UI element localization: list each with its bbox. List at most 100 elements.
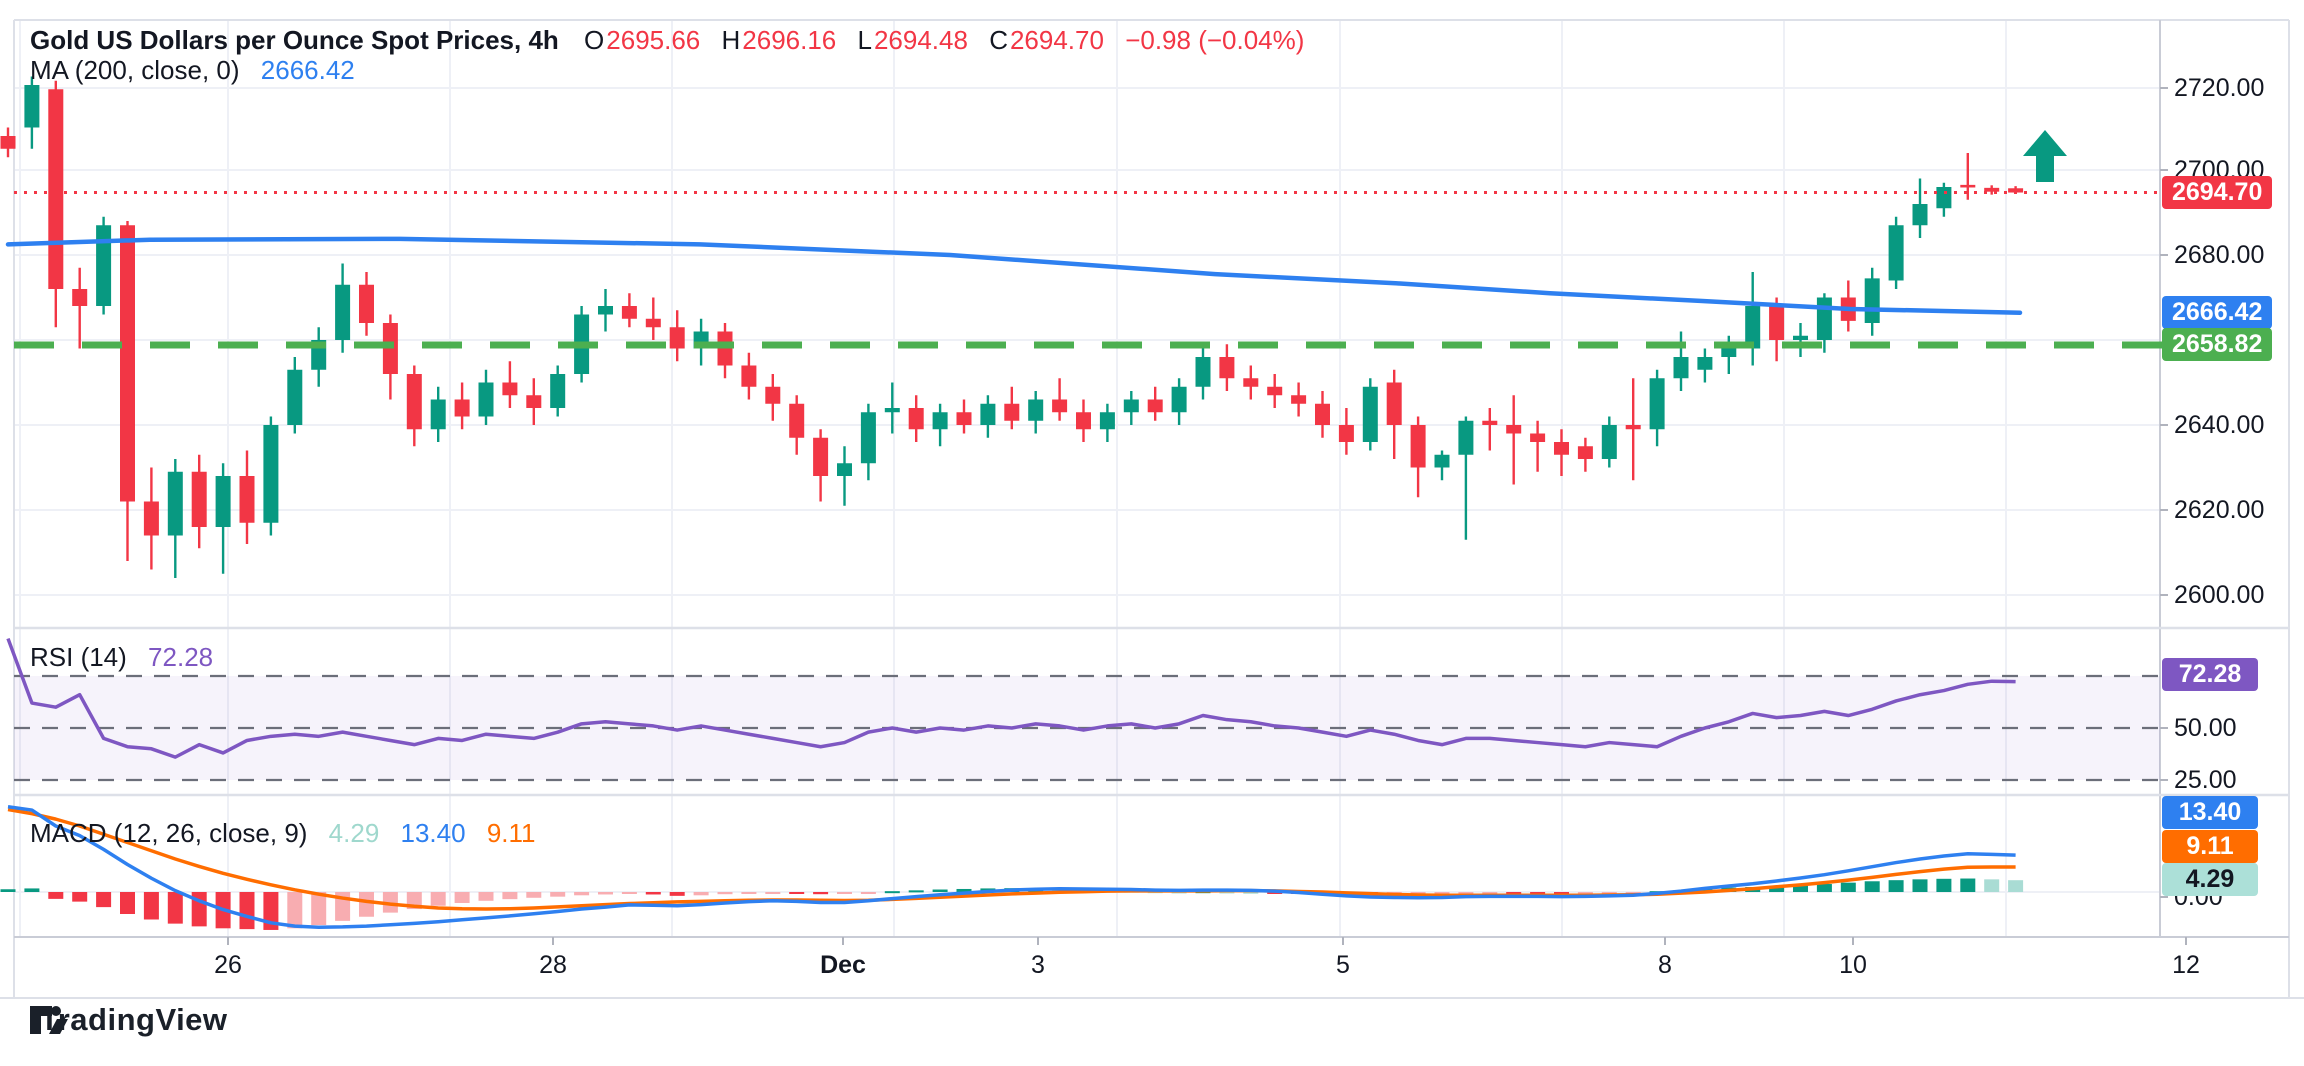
ohlc-open-value: 2695.66 (606, 25, 701, 55)
macd-hist-bar (1554, 892, 1569, 894)
symbol-title[interactable]: Gold US Dollars per Ounce Spot Prices, 4… (30, 25, 559, 55)
candle-body (1506, 425, 1522, 434)
candle-body (1267, 386, 1283, 396)
rsi-legend-label: RSI (14) (30, 642, 127, 672)
candle-body (263, 425, 279, 523)
candle-body (96, 225, 112, 306)
macd-hist-bar (382, 892, 398, 913)
time-axis-label: 10 (1839, 951, 1867, 979)
price-scale-label: 2640.00 (2174, 411, 2265, 439)
price-badge: 72.28 (2162, 658, 2258, 691)
macd-hist-bar (693, 892, 709, 896)
candle-body (1052, 399, 1068, 413)
tradingview-logo-mark (30, 1006, 68, 1034)
macd-hist-bar (1506, 892, 1522, 894)
candle-body (1816, 297, 1832, 340)
ohlc-close-value: 2694.70 (1009, 25, 1104, 55)
candle-body (1004, 403, 1020, 421)
macd-hist-bar (908, 890, 924, 893)
macd-hist-bar (1888, 880, 1904, 892)
candle-body (0, 136, 16, 149)
candle-body (669, 327, 685, 349)
pane-borders (0, 19, 2304, 999)
macd-hist-bar (1530, 892, 1546, 894)
macd-hist-bar (645, 892, 661, 895)
candle-body (167, 471, 183, 536)
macd-hist-bar (1482, 892, 1498, 894)
price-scale-label: 25.00 (2174, 766, 2237, 794)
candle-body (980, 403, 996, 425)
macd-signal-line[interactable] (7, 807, 2016, 911)
macd-hist-bar (1769, 886, 1785, 892)
time-axis-label: 12 (2172, 951, 2200, 979)
candle-body (502, 382, 518, 396)
rsi-legend[interactable]: RSI (14) 72.28 (30, 641, 213, 673)
macd-hist-bar (1434, 892, 1450, 895)
candle-body (884, 408, 900, 413)
candle-body (1028, 399, 1044, 421)
macd-legend[interactable]: MACD (12, 26, close, 9) 4.29 13.40 9.11 (30, 817, 536, 849)
candle-body (1458, 420, 1474, 455)
candle-body (741, 365, 757, 387)
macd-hist-bar (860, 892, 876, 894)
candle-body (550, 374, 566, 408)
macd-hist-bar (1984, 879, 2000, 892)
price-scale-label: 2720.00 (2174, 74, 2265, 102)
macd-hist-bar (1458, 892, 1474, 894)
ohlc-close-label: C (989, 25, 1008, 55)
candle-body (1984, 187, 2000, 192)
candle-body (621, 306, 637, 319)
ohlc-high-value: 2696.16 (742, 25, 837, 55)
candle-body (1410, 425, 1426, 468)
macd-hist-bar (526, 892, 542, 898)
macd-hist-bar (1912, 879, 1928, 892)
ma-legend[interactable]: MA (200, close, 0) 2666.42 (30, 54, 355, 86)
ma-legend-value: 2666.42 (260, 55, 355, 85)
macd-hist-bar (96, 892, 112, 908)
macd-hist-bar (765, 892, 781, 894)
candle-body (932, 412, 948, 430)
macd-hist-bar (1793, 885, 1808, 892)
macd-hist-bar (574, 892, 590, 896)
ohlc-low-label: L (857, 25, 872, 55)
macd-hist-bar (502, 892, 518, 900)
candles-layer[interactable] (0, 76, 2024, 579)
ohlc-open-label: O (584, 25, 605, 55)
macd-line[interactable] (7, 805, 2016, 929)
candle-body (120, 225, 135, 502)
macd-hist-bar (478, 892, 494, 901)
macd-hist-bar (0, 889, 16, 892)
candle-body (789, 403, 805, 438)
candle-body (813, 437, 829, 476)
time-axis-label: 8 (1658, 951, 1672, 979)
rsi-line[interactable] (6, 637, 2016, 759)
ohlc-low-value: 2694.48 (873, 25, 968, 55)
tradingview-logo[interactable]: TradingView (28, 1002, 228, 1038)
macd-hist-bar (669, 892, 685, 896)
candle-body (1147, 399, 1163, 413)
price-badge: 2694.70 (2162, 176, 2273, 209)
candle-body (956, 412, 972, 425)
macd-hist-bar (717, 892, 733, 895)
candle-body (2008, 188, 2024, 193)
price-badge: 13.40 (2162, 796, 2258, 829)
candle-body (1793, 335, 1808, 340)
candle-body (1697, 357, 1713, 370)
up-arrow-marker[interactable] (2023, 130, 2067, 182)
macd-hist-bar (167, 892, 183, 924)
change-value: −0.98 (−0.04%) (1125, 25, 1305, 55)
price-badge: 9.11 (2162, 830, 2258, 863)
candle-body (1099, 412, 1115, 430)
macd-hist-bar (1601, 892, 1617, 894)
candle-body (1936, 187, 1952, 209)
time-axis[interactable] (0, 937, 2304, 987)
macd-hist-bar (454, 892, 470, 903)
candle-body (765, 386, 781, 404)
time-axis-label: 3 (1031, 951, 1045, 979)
candle-body (1219, 357, 1235, 379)
candle-body (24, 85, 40, 128)
ma-200-line[interactable] (5, 236, 2023, 315)
macd-hist-bar (430, 892, 446, 906)
candle-body (1577, 446, 1593, 459)
